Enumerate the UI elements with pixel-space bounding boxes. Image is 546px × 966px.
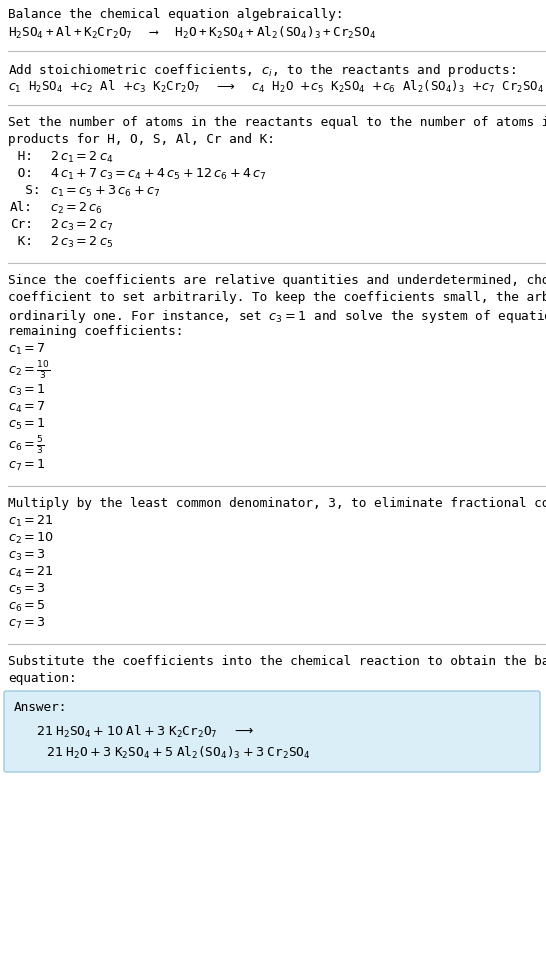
- Text: $c_3 = 3$: $c_3 = 3$: [8, 548, 46, 563]
- Text: $4\,c_1 + 7\,c_3 = c_4 + 4\,c_5 + 12\,c_6 + 4\,c_7$: $4\,c_1 + 7\,c_3 = c_4 + 4\,c_5 + 12\,c_…: [50, 167, 266, 183]
- Text: $\mathtt{H_2SO_4 + Al + K_2Cr_2O_7}$  $\mathtt{\longrightarrow}$  $\mathtt{H_2O : $\mathtt{H_2SO_4 + Al + K_2Cr_2O_7}$ $\m…: [8, 25, 376, 42]
- Text: products for H, O, S, Al, Cr and K:: products for H, O, S, Al, Cr and K:: [8, 133, 275, 146]
- Text: $21\;\mathtt{H_2SO_4} + 10\;\mathtt{Al} + 3\;\mathtt{K_2Cr_2O_7}$  $\longrightar: $21\;\mathtt{H_2SO_4} + 10\;\mathtt{Al} …: [36, 724, 254, 740]
- Text: S:: S:: [10, 184, 40, 197]
- Text: $2\,c_1 = 2\,c_4$: $2\,c_1 = 2\,c_4$: [50, 150, 113, 165]
- Text: O:: O:: [10, 167, 33, 180]
- Text: Multiply by the least common denominator, 3, to eliminate fractional coefficient: Multiply by the least common denominator…: [8, 497, 546, 510]
- Text: $c_1 = 21$: $c_1 = 21$: [8, 514, 54, 529]
- Text: $c_4 = 7$: $c_4 = 7$: [8, 400, 46, 415]
- Text: equation:: equation:: [8, 672, 76, 685]
- Text: ordinarily one. For instance, set $c_3 = 1$ and solve the system of equations fo: ordinarily one. For instance, set $c_3 =…: [8, 308, 546, 325]
- Text: $c_2 = 2\,c_6$: $c_2 = 2\,c_6$: [50, 201, 103, 216]
- Text: Since the coefficients are relative quantities and underdetermined, choose a: Since the coefficients are relative quan…: [8, 274, 546, 287]
- Text: $c_2 = \frac{10}{3}$: $c_2 = \frac{10}{3}$: [8, 359, 50, 381]
- Text: Set the number of atoms in the reactants equal to the number of atoms in the: Set the number of atoms in the reactants…: [8, 116, 546, 129]
- Text: $2\,c_3 = 2\,c_5$: $2\,c_3 = 2\,c_5$: [50, 235, 113, 250]
- Text: coefficient to set arbitrarily. To keep the coefficients small, the arbitrary va: coefficient to set arbitrarily. To keep …: [8, 291, 546, 304]
- Text: Cr:: Cr:: [10, 218, 33, 231]
- Text: $21\;\mathtt{H_2O} + 3\;\mathtt{K_2SO_4} + 5\;\mathtt{Al_2(SO_4)_3} + 3\;\mathtt: $21\;\mathtt{H_2O} + 3\;\mathtt{K_2SO_4}…: [46, 745, 311, 761]
- Text: $c_5 = 1$: $c_5 = 1$: [8, 417, 46, 432]
- Text: $c_5 = 3$: $c_5 = 3$: [8, 582, 46, 597]
- Text: $c_1 = c_5 + 3\,c_6 + c_7$: $c_1 = c_5 + 3\,c_6 + c_7$: [50, 184, 161, 199]
- Text: Add stoichiometric coefficients, $c_i$, to the reactants and products:: Add stoichiometric coefficients, $c_i$, …: [8, 62, 516, 79]
- Text: $c_1 = 7$: $c_1 = 7$: [8, 342, 46, 357]
- Text: $c_6 = 5$: $c_6 = 5$: [8, 599, 46, 614]
- Text: Al:: Al:: [10, 201, 33, 214]
- Text: Answer:: Answer:: [14, 701, 67, 714]
- Text: $c_6 = \frac{5}{3}$: $c_6 = \frac{5}{3}$: [8, 434, 44, 456]
- Text: H:: H:: [10, 150, 33, 163]
- Text: remaining coefficients:: remaining coefficients:: [8, 325, 183, 338]
- Text: Balance the chemical equation algebraically:: Balance the chemical equation algebraica…: [8, 8, 343, 21]
- Text: Substitute the coefficients into the chemical reaction to obtain the balanced: Substitute the coefficients into the che…: [8, 655, 546, 668]
- Text: $c_7 = 1$: $c_7 = 1$: [8, 458, 46, 473]
- Text: K:: K:: [10, 235, 33, 248]
- Text: $c_3 = 1$: $c_3 = 1$: [8, 383, 46, 398]
- FancyBboxPatch shape: [4, 691, 540, 772]
- Text: $2\,c_3 = 2\,c_7$: $2\,c_3 = 2\,c_7$: [50, 218, 113, 233]
- Text: $c_1$ $\mathtt{H_2SO_4}$ $+ c_2$ $\mathtt{Al}$ $+ c_3$ $\mathtt{K_2Cr_2O_7}$  $\: $c_1$ $\mathtt{H_2SO_4}$ $+ c_2$ $\matht…: [8, 79, 544, 95]
- Text: $c_2 = 10$: $c_2 = 10$: [8, 531, 54, 546]
- Text: $c_4 = 21$: $c_4 = 21$: [8, 565, 54, 581]
- Text: $c_7 = 3$: $c_7 = 3$: [8, 616, 46, 631]
